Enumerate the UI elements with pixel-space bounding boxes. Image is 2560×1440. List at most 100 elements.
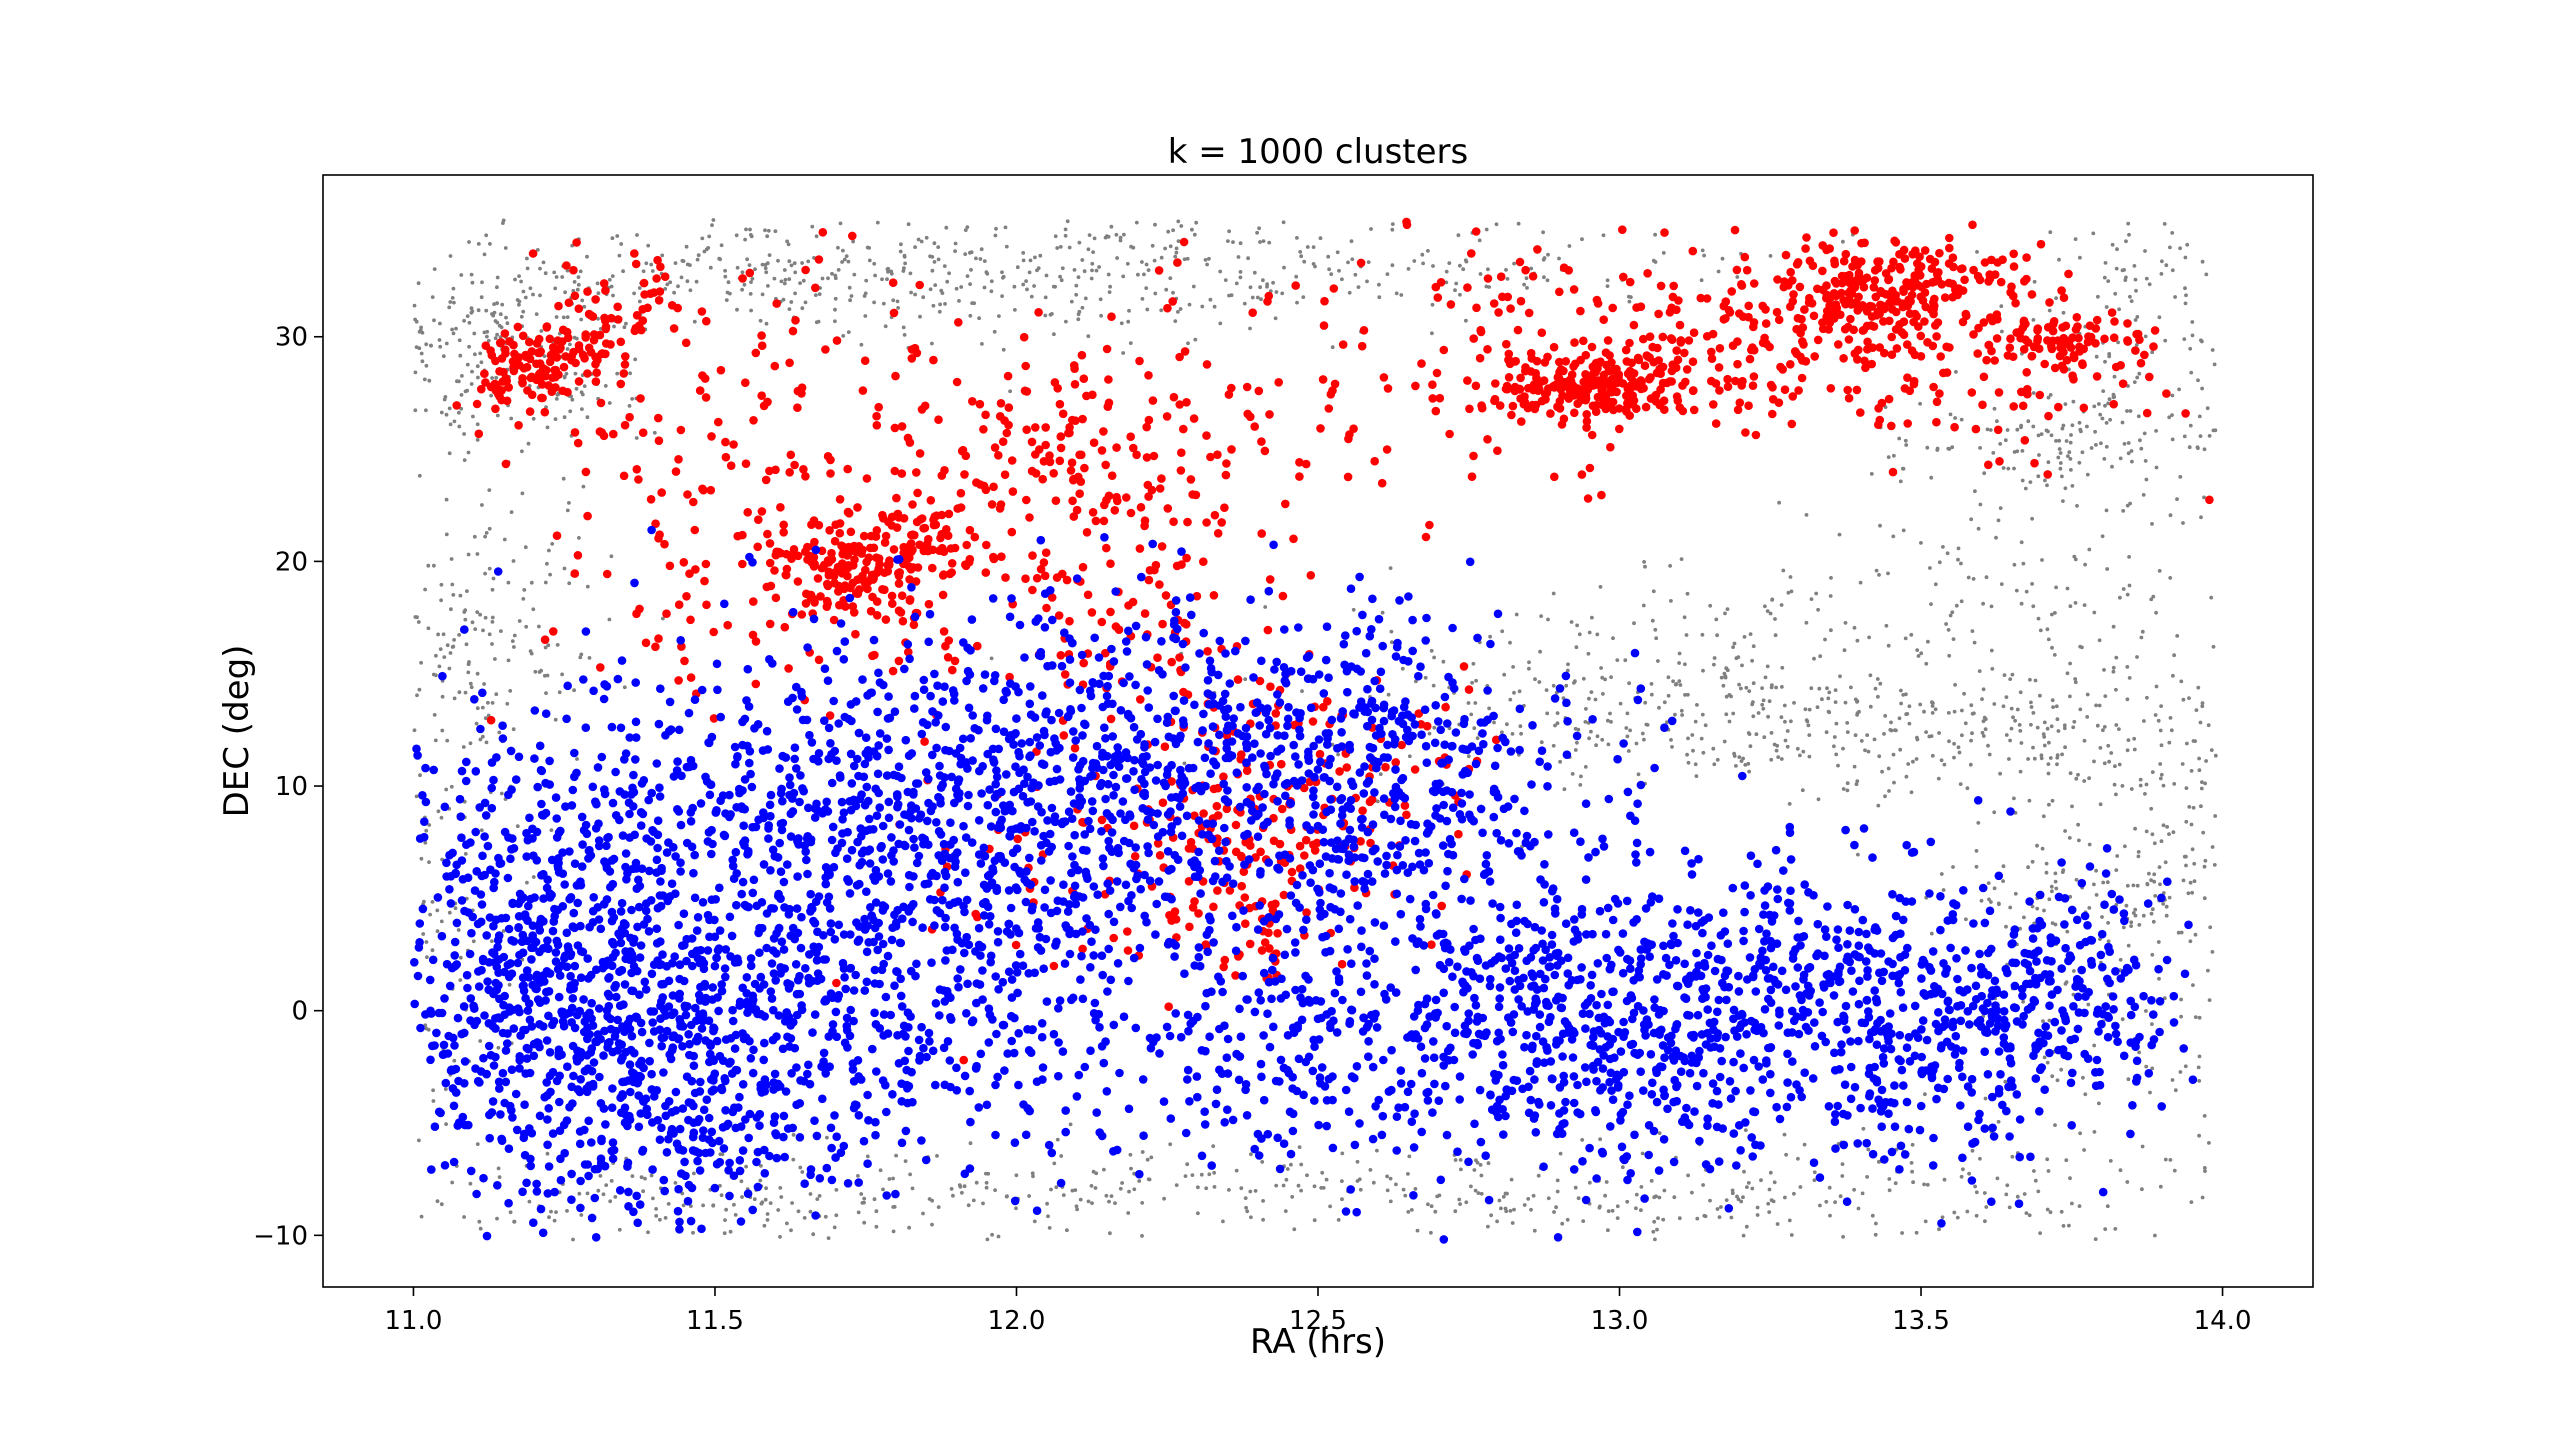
data-point — [1808, 261, 1818, 271]
data-point — [1975, 275, 1985, 285]
data-point — [1174, 246, 1179, 251]
data-point — [2197, 756, 2202, 761]
data-point — [511, 559, 516, 563]
data-point — [432, 713, 437, 717]
data-point — [414, 794, 419, 799]
data-point — [829, 571, 839, 581]
data-point — [817, 1194, 822, 1198]
data-point — [830, 271, 834, 276]
data-point — [1798, 1185, 1803, 1189]
data-point — [2045, 1157, 2050, 1162]
data-point — [1623, 658, 1628, 663]
data-point — [417, 1138, 421, 1143]
data-point — [1196, 1211, 1200, 1216]
data-point — [592, 368, 601, 378]
data-point — [1001, 347, 1006, 352]
data-point — [1672, 1195, 1677, 1200]
data-point — [563, 290, 567, 295]
data-point — [2159, 272, 2164, 276]
data-point — [1852, 1187, 1856, 1192]
data-point — [1930, 711, 1935, 715]
data-point — [2184, 293, 2188, 298]
data-point — [1709, 400, 1718, 409]
data-point — [1140, 1201, 1145, 1205]
data-point — [968, 313, 973, 318]
data-point — [1508, 640, 1512, 645]
data-point — [1682, 365, 1692, 374]
data-point — [1053, 284, 1057, 289]
data-point — [2200, 701, 2205, 705]
data-point — [1219, 962, 1228, 972]
data-point — [2007, 1205, 2012, 1210]
data-point — [1500, 730, 1504, 735]
data-point — [1779, 757, 1784, 761]
data-point — [1546, 252, 1550, 257]
data-point — [2063, 402, 2068, 406]
data-point — [1978, 502, 1983, 507]
data-point — [1516, 373, 1525, 383]
data-point — [984, 1171, 988, 1176]
data-point — [1074, 292, 1079, 297]
data-point — [1469, 712, 1474, 717]
data-point — [1604, 366, 1614, 376]
data-point — [1129, 443, 1138, 453]
data-point — [1776, 362, 1785, 372]
data-point — [963, 228, 968, 233]
data-point — [766, 284, 770, 288]
data-point — [2054, 296, 2059, 300]
data-point — [833, 319, 837, 324]
data-point — [1340, 1151, 1345, 1156]
data-point — [1578, 783, 1583, 787]
data-point — [1676, 336, 1686, 345]
data-point — [1086, 1199, 1091, 1204]
data-point — [1130, 852, 1140, 861]
data-point — [1179, 224, 1184, 228]
data-point — [552, 814, 561, 823]
data-point — [1000, 470, 1010, 480]
data-point — [1199, 557, 1208, 566]
data-point — [2153, 894, 2158, 898]
data-point — [1627, 358, 1636, 368]
data-point — [467, 240, 471, 244]
data-point — [576, 282, 581, 287]
data-point — [1645, 723, 1650, 727]
data-point — [2138, 438, 2142, 443]
data-point — [466, 450, 471, 455]
data-point — [1177, 560, 1186, 569]
data-point — [1495, 1219, 1499, 1224]
data-point — [1512, 1207, 1516, 1212]
data-point — [1774, 315, 1784, 325]
data-point — [644, 261, 649, 266]
data-point — [791, 316, 800, 325]
data-point — [1137, 1179, 1142, 1183]
data-point — [2196, 685, 2201, 690]
data-point — [2078, 427, 2083, 432]
data-point — [1127, 308, 1131, 313]
data-point — [1887, 1177, 1892, 1181]
data-point — [549, 627, 558, 636]
data-point — [484, 531, 489, 535]
data-point — [1140, 297, 1145, 301]
data-point — [1353, 272, 1358, 277]
data-point — [1610, 1208, 1615, 1213]
data-point — [1897, 436, 1902, 441]
data-point — [2167, 740, 2172, 745]
data-point — [1785, 744, 1790, 749]
data-point — [1788, 575, 1793, 579]
data-point — [1841, 787, 1846, 791]
data-point — [902, 266, 906, 271]
data-point — [1245, 1209, 1250, 1214]
data-point — [866, 606, 876, 616]
data-point — [689, 497, 698, 507]
data-point — [1572, 681, 1576, 685]
data-point — [1553, 723, 1557, 728]
data-point — [1646, 394, 1656, 403]
data-point — [545, 425, 550, 430]
data-point — [835, 528, 845, 538]
data-point — [1108, 1231, 1112, 1236]
data-point — [2104, 305, 2109, 309]
data-point — [1625, 366, 1635, 376]
data-point — [1645, 374, 1654, 384]
data-point — [1573, 399, 1582, 409]
data-point — [1177, 448, 1186, 458]
